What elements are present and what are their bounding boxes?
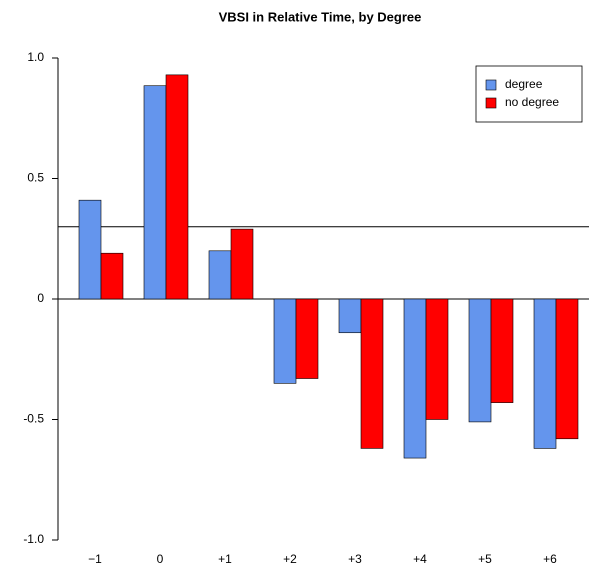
legend-label: degree	[505, 77, 543, 91]
bar	[555, 298, 579, 440]
legend-box	[475, 65, 583, 123]
legend-swatch	[485, 97, 497, 109]
bar	[100, 252, 124, 300]
bar	[468, 298, 492, 423]
bar	[533, 298, 557, 449]
y-tick-label: -0.5	[23, 412, 44, 426]
y-tick-label: -1.0	[23, 532, 44, 546]
x-tick-label: +2	[283, 552, 297, 566]
x-tick-label: +3	[348, 552, 362, 566]
legend-swatch	[485, 79, 497, 91]
x-tick-label: +5	[478, 552, 492, 566]
bar	[273, 298, 297, 384]
bar	[78, 199, 102, 300]
x-tick-label: −1	[88, 552, 102, 566]
bar	[338, 298, 362, 334]
x-tick-label: +4	[413, 552, 427, 566]
bar	[403, 298, 427, 459]
bar	[208, 250, 232, 300]
x-tick-label: 0	[157, 552, 164, 566]
bar	[295, 298, 319, 379]
bar	[425, 298, 449, 420]
bar	[490, 298, 514, 403]
legend-label: no degree	[505, 95, 559, 109]
bar	[360, 298, 384, 449]
y-tick-label: 0.5	[27, 171, 44, 185]
x-tick-label: +1	[218, 552, 232, 566]
chart-title: VBSI in Relative Time, by Degree	[219, 9, 422, 24]
y-tick-label: 0	[37, 291, 44, 305]
bar	[165, 74, 189, 300]
y-tick-label: 1.0	[27, 50, 44, 64]
bar	[143, 85, 167, 300]
x-tick-label: +6	[543, 552, 557, 566]
bar	[230, 228, 254, 300]
